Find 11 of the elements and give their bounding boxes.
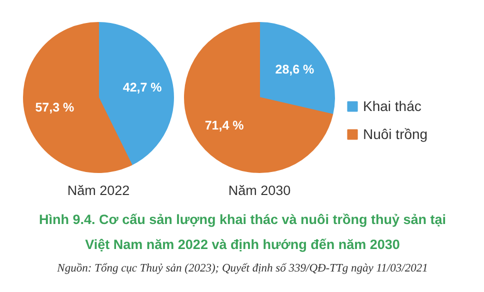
- legend-label: Nuôi trồng: [363, 126, 428, 142]
- text: Nguồn: Tổng cục Thuỷ sản (2023); Quyết định số 339/QĐ-TTg ngày 11/03/2021: [56, 262, 428, 274]
- text: Năm 2022: [67, 183, 130, 198]
- data-label: 71,4 %: [204, 118, 244, 133]
- data-label: 57,3 %: [35, 100, 74, 115]
- text: Năm 2030: [228, 183, 291, 198]
- text: Việt Nam năm 2022 và định hướng đến năm 2030: [85, 237, 400, 252]
- data-label: 28,6 %: [275, 62, 314, 76]
- data-label: 42,7 %: [122, 80, 162, 94]
- text: Hình 9.4. Cơ cấu sản lượng khai thác và nuôi trồng thuỷ sản tại: [38, 212, 446, 227]
- legend-label: Khai thác: [363, 98, 422, 114]
